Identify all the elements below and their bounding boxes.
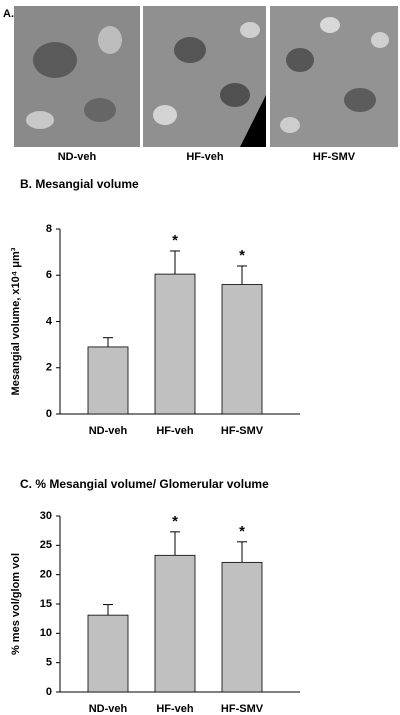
significance-mark: * — [172, 513, 178, 530]
y-tick-label: 4 — [46, 315, 53, 327]
y-tick-label: 0 — [46, 686, 52, 698]
x-tick-label: ND-veh — [89, 703, 128, 715]
y-tick-label: 25 — [40, 539, 52, 551]
y-tick-label: 30 — [40, 510, 52, 522]
significance-mark: * — [239, 523, 245, 540]
y-axis-label: Mesangial volume, x10⁴ μm³ — [10, 247, 22, 395]
y-tick-label: 5 — [46, 657, 52, 669]
y-tick-label: 0 — [46, 408, 52, 420]
y-axis-label: % mes vol/glom vol — [10, 553, 22, 655]
panel-label: A. — [3, 8, 14, 20]
bar — [221, 284, 263, 415]
significance-mark: * — [239, 247, 245, 264]
image-label: HF-SMV — [313, 151, 356, 163]
x-tick-label: HF-veh — [156, 703, 194, 715]
bar — [154, 273, 196, 415]
image-label: HF-veh — [186, 151, 224, 163]
x-tick-label: HF-SMV — [221, 425, 264, 437]
x-tick-label: HF-SMV — [221, 703, 264, 715]
y-tick-label: 15 — [40, 598, 52, 610]
bar — [87, 614, 129, 693]
image-label: ND-veh — [58, 151, 97, 163]
chart-title: B. Mesangial volume — [20, 177, 139, 191]
y-tick-label: 8 — [46, 223, 52, 235]
y-tick-label: 10 — [40, 627, 52, 639]
x-tick-label: ND-veh — [89, 425, 128, 437]
y-tick-label: 20 — [40, 569, 52, 581]
bar — [154, 554, 196, 693]
y-tick-label: 2 — [46, 362, 52, 374]
chart-title: C. % Mesangial volume/ Glomerular volume — [20, 477, 269, 491]
micrograph — [143, 6, 266, 147]
bar — [87, 346, 129, 415]
bar — [221, 561, 263, 693]
micrograph — [270, 6, 398, 147]
micrograph — [14, 6, 140, 147]
significance-mark: * — [172, 232, 178, 249]
y-tick-label: 6 — [46, 269, 52, 281]
x-tick-label: HF-veh — [156, 425, 194, 437]
